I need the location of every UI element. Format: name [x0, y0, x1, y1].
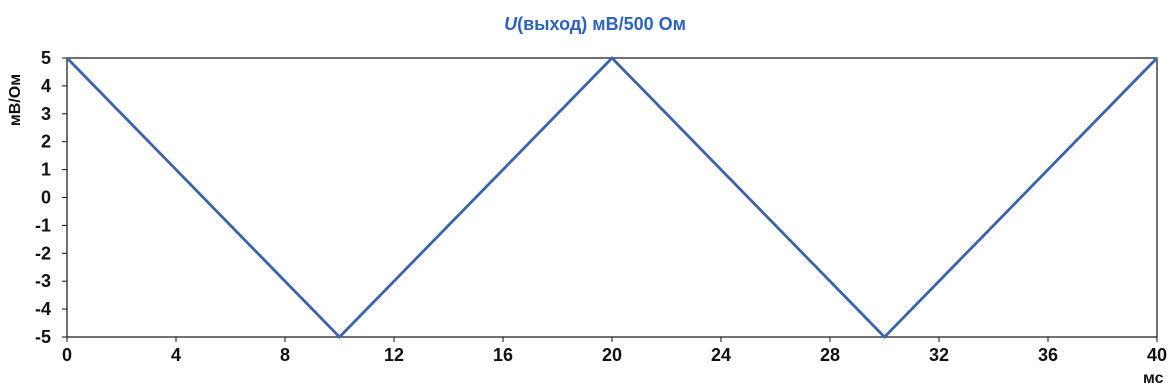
y-tick-label: -5	[35, 327, 51, 347]
x-tick-label: 16	[493, 345, 513, 365]
x-tick-label: 32	[929, 345, 949, 365]
series-line	[65, 55, 1159, 340]
chart-title-variable: U	[504, 14, 518, 34]
x-tick-label: 12	[384, 345, 404, 365]
y-tick-label: 5	[41, 48, 51, 68]
x-tick-label: 24	[711, 345, 731, 365]
y-tick-label: 0	[41, 188, 51, 208]
chart-title: U(выход) мВ/500 Ом	[504, 14, 686, 34]
y-tick-label: -1	[35, 215, 51, 235]
y-tick-label: 4	[41, 76, 51, 96]
x-tick-label: 4	[171, 345, 181, 365]
y-tick-label: 1	[41, 160, 51, 180]
y-axis-label: мВ/Ом	[7, 74, 24, 126]
chart-title-rest: (выход) мВ/500 Ом	[517, 14, 686, 34]
x-tick-label: 20	[602, 345, 622, 365]
x-axis-label: мс	[1143, 370, 1164, 387]
y-tick-label: 2	[41, 132, 51, 152]
y-tick-label: 3	[41, 104, 51, 124]
x-tick-label: 8	[280, 345, 290, 365]
plot-frame	[66, 57, 1158, 338]
x-tick-label: 0	[62, 345, 72, 365]
x-tick-label: 40	[1147, 345, 1167, 365]
y-tick-label: -3	[35, 271, 51, 291]
x-tick-label: 36	[1038, 345, 1058, 365]
y-tick-label: -4	[35, 299, 51, 319]
x-tick-label: 28	[820, 345, 840, 365]
y-tick-label: -2	[35, 243, 51, 263]
